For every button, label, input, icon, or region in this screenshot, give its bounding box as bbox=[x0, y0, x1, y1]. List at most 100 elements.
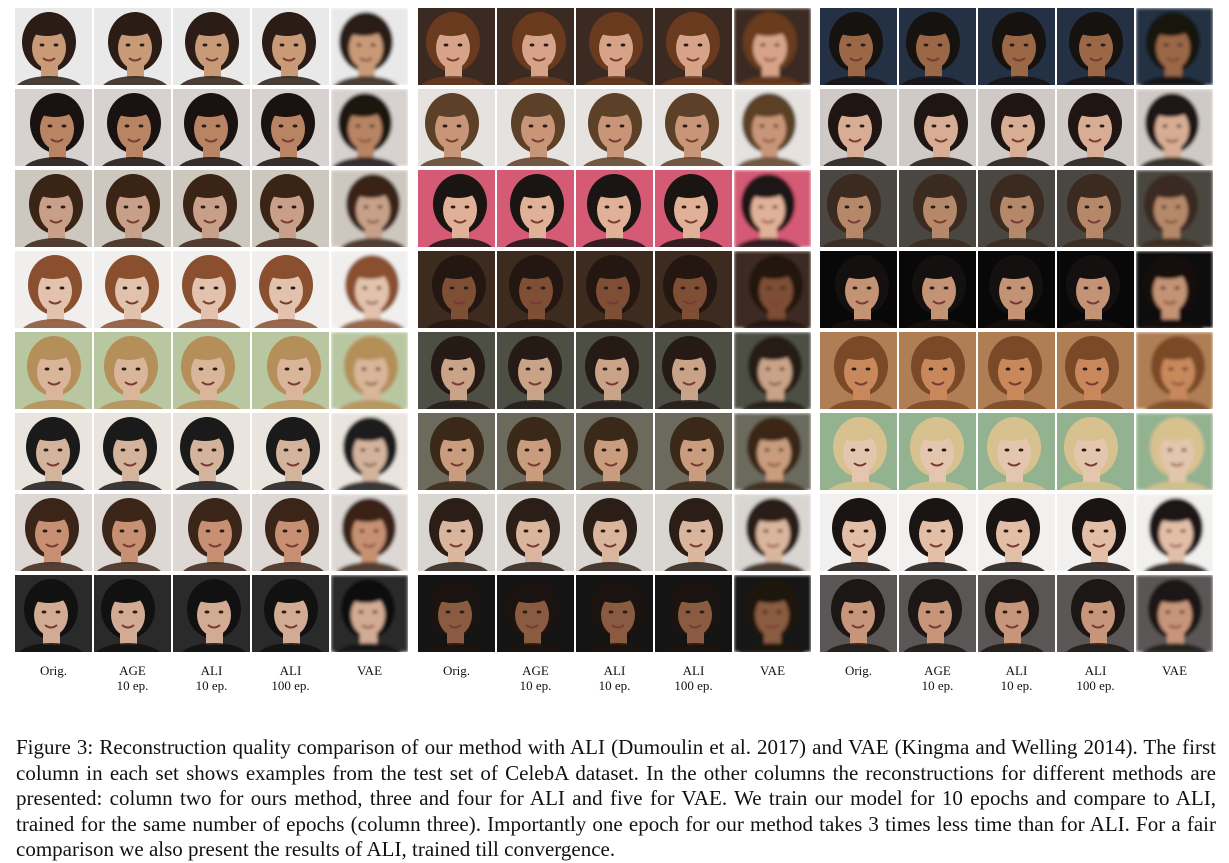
column-label-vae: VAE bbox=[1161, 663, 1188, 678]
face-image bbox=[173, 332, 250, 409]
face-thumbnail-ali-100 bbox=[655, 332, 732, 409]
face-image bbox=[820, 89, 897, 166]
face-image bbox=[94, 89, 171, 166]
face-thumbnail-vae bbox=[331, 332, 408, 409]
face-image bbox=[173, 8, 250, 85]
face-image bbox=[418, 413, 495, 490]
face-thumbnail-ali-10 bbox=[173, 89, 250, 166]
face-image bbox=[899, 8, 976, 85]
face-image bbox=[15, 332, 92, 409]
face-thumbnail-age bbox=[899, 494, 976, 571]
face-thumbnail-orig bbox=[418, 89, 495, 166]
face-thumbnail-age bbox=[497, 251, 574, 328]
face-thumbnail-ali-10 bbox=[173, 8, 250, 85]
face-image bbox=[15, 8, 92, 85]
face-thumbnail-orig bbox=[15, 89, 92, 166]
face-image bbox=[497, 332, 574, 409]
face-image bbox=[978, 89, 1055, 166]
face-thumbnail-orig bbox=[15, 251, 92, 328]
face-thumbnail-ali-10 bbox=[978, 575, 1055, 652]
face-thumbnail-age bbox=[899, 332, 976, 409]
face-image bbox=[1136, 332, 1213, 409]
face-thumbnail-vae bbox=[1136, 494, 1213, 571]
face-thumbnail-ali-10 bbox=[576, 89, 653, 166]
face-image bbox=[655, 413, 732, 490]
column-label-ali-10: ALI 10 ep. bbox=[598, 663, 631, 693]
face-image bbox=[820, 170, 897, 247]
face-thumbnail-ali-10 bbox=[978, 494, 1055, 571]
face-thumbnail-ali-10 bbox=[173, 575, 250, 652]
face-image bbox=[94, 8, 171, 85]
face-image bbox=[1057, 575, 1134, 652]
column-label-vae: VAE bbox=[759, 663, 786, 678]
face-image bbox=[576, 332, 653, 409]
face-image bbox=[899, 251, 976, 328]
face-thumbnail-ali-10 bbox=[173, 251, 250, 328]
face-thumbnail-vae bbox=[734, 494, 811, 571]
face-image bbox=[734, 413, 811, 490]
face-thumbnail-orig bbox=[418, 332, 495, 409]
face-image bbox=[576, 251, 653, 328]
face-thumbnail-vae bbox=[331, 170, 408, 247]
face-image bbox=[497, 251, 574, 328]
face-thumbnail-age bbox=[94, 8, 171, 85]
face-thumbnail-vae bbox=[331, 89, 408, 166]
face-thumbnail-vae bbox=[734, 170, 811, 247]
face-thumbnail-vae bbox=[1136, 575, 1213, 652]
face-thumbnail-age bbox=[899, 8, 976, 85]
column-label-age: AGE 10 ep. bbox=[116, 663, 149, 693]
face-thumbnail-ali-100 bbox=[1057, 332, 1134, 409]
face-image bbox=[1136, 170, 1213, 247]
face-thumbnail-ali-10 bbox=[173, 413, 250, 490]
face-thumbnail-ali-100 bbox=[252, 170, 329, 247]
face-thumbnail-age bbox=[94, 494, 171, 571]
column-label-ali-100: ALI 100 ep. bbox=[1076, 663, 1115, 693]
face-thumbnail-orig bbox=[820, 332, 897, 409]
face-thumbnail-age bbox=[94, 170, 171, 247]
face-thumbnail-age bbox=[497, 8, 574, 85]
face-image bbox=[576, 170, 653, 247]
face-thumbnail-ali-10 bbox=[978, 170, 1055, 247]
face-image bbox=[734, 8, 811, 85]
face-thumbnail-age bbox=[899, 413, 976, 490]
face-image bbox=[1057, 89, 1134, 166]
face-thumbnail-ali-100 bbox=[252, 332, 329, 409]
face-image bbox=[576, 8, 653, 85]
face-image bbox=[418, 575, 495, 652]
face-image bbox=[655, 89, 732, 166]
face-image bbox=[1136, 8, 1213, 85]
face-thumbnail-ali-10 bbox=[576, 170, 653, 247]
face-image bbox=[15, 170, 92, 247]
face-image bbox=[94, 494, 171, 571]
face-image bbox=[978, 170, 1055, 247]
face-thumbnail-orig bbox=[418, 575, 495, 652]
face-image bbox=[497, 170, 574, 247]
face-image bbox=[899, 575, 976, 652]
face-image bbox=[820, 8, 897, 85]
column-label-orig: Orig. bbox=[442, 663, 471, 678]
face-thumbnail-ali-10 bbox=[978, 332, 1055, 409]
figure-caption: Figure 3: Reconstruction quality compari… bbox=[16, 735, 1216, 861]
face-image bbox=[173, 575, 250, 652]
face-image bbox=[1057, 170, 1134, 247]
face-thumbnail-ali-10 bbox=[576, 494, 653, 571]
face-thumbnail-ali-100 bbox=[252, 251, 329, 328]
face-thumbnail-orig bbox=[418, 170, 495, 247]
face-image bbox=[978, 8, 1055, 85]
face-thumbnail-ali-100 bbox=[655, 251, 732, 328]
face-image bbox=[978, 413, 1055, 490]
face-thumbnail-ali-100 bbox=[252, 8, 329, 85]
face-thumbnail-ali-10 bbox=[978, 251, 1055, 328]
face-image bbox=[418, 170, 495, 247]
face-image bbox=[820, 494, 897, 571]
face-thumbnail-ali-10 bbox=[173, 494, 250, 571]
face-image bbox=[655, 170, 732, 247]
face-thumbnail-ali-10 bbox=[576, 8, 653, 85]
face-image bbox=[1057, 413, 1134, 490]
face-thumbnail-vae bbox=[1136, 332, 1213, 409]
face-thumbnail-orig bbox=[820, 494, 897, 571]
face-thumbnail-vae bbox=[331, 251, 408, 328]
face-thumbnail-orig bbox=[820, 89, 897, 166]
column-label-ali-10: ALI 10 ep. bbox=[1000, 663, 1033, 693]
face-thumbnail-ali-100 bbox=[1057, 575, 1134, 652]
